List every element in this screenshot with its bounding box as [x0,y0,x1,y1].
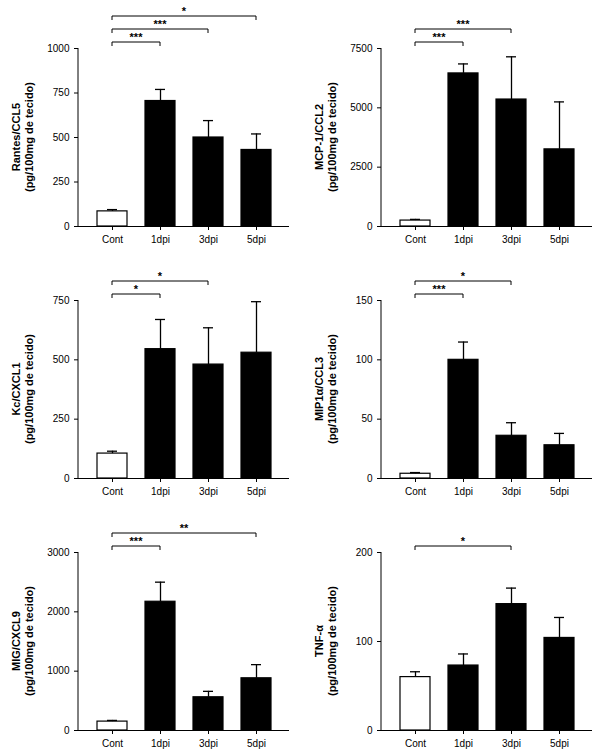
svg-text:MIP1α/CCL3(pg/100mg de tecido): MIP1α/CCL3(pg/100mg de tecido) [313,334,338,444]
svg-text:5dpi: 5dpi [247,486,266,497]
svg-text:0: 0 [64,725,70,736]
svg-text:500: 500 [53,354,70,365]
svg-text:*: * [182,5,187,17]
svg-text:0: 0 [64,473,70,484]
svg-text:5dpi: 5dpi [550,486,569,497]
svg-text:***: *** [130,31,144,43]
svg-text:0: 0 [367,221,373,232]
svg-text:150: 150 [356,295,373,306]
svg-text:1000: 1000 [47,43,70,54]
svg-text:5dpi: 5dpi [247,738,266,749]
svg-text:3dpi: 3dpi [502,486,521,497]
svg-text:*: * [461,535,466,547]
svg-text:500: 500 [53,132,70,143]
svg-text:3dpi: 3dpi [502,738,521,749]
svg-text:0: 0 [64,221,70,232]
svg-text:***: *** [154,18,168,30]
svg-text:3dpi: 3dpi [199,234,218,245]
svg-text:0: 0 [367,473,373,484]
svg-text:5dpi: 5dpi [550,738,569,749]
svg-text:MCP-1/CCL2(pg/100mg de tecido): MCP-1/CCL2(pg/100mg de tecido) [313,82,338,192]
svg-text:Rantes/CCL5(pg/100mg de tecido: Rantes/CCL5(pg/100mg de tecido) [10,82,35,192]
svg-text:3dpi: 3dpi [502,234,521,245]
svg-text:5dpi: 5dpi [550,234,569,245]
svg-text:***: *** [433,283,447,295]
svg-text:100: 100 [356,354,373,365]
svg-text:2000: 2000 [47,606,70,617]
svg-text:3000: 3000 [47,547,70,558]
svg-text:Cont: Cont [405,234,426,245]
svg-text:2500: 2500 [350,161,373,172]
svg-text:Cont: Cont [102,738,123,749]
svg-text:Cont: Cont [405,738,426,749]
svg-text:***: *** [433,31,447,43]
svg-text:Kc/CXCL1(pg/100mg de tecido): Kc/CXCL1(pg/100mg de tecido) [10,334,35,444]
svg-text:7500: 7500 [350,43,373,54]
svg-text:*: * [158,270,163,282]
svg-text:750: 750 [53,295,70,306]
svg-text:Cont: Cont [405,486,426,497]
svg-text:3dpi: 3dpi [199,738,218,749]
svg-text:*: * [134,283,139,295]
svg-text:1dpi: 1dpi [151,234,170,245]
svg-text:MIG/CXCL9(pg/100mg de tecido): MIG/CXCL9(pg/100mg de tecido) [10,586,35,696]
svg-text:5dpi: 5dpi [247,234,266,245]
svg-text:**: ** [180,522,189,534]
svg-text:750: 750 [53,87,70,98]
svg-text:*: * [461,270,466,282]
svg-text:250: 250 [53,413,70,424]
svg-text:***: *** [130,535,144,547]
svg-text:1dpi: 1dpi [151,738,170,749]
svg-text:3dpi: 3dpi [199,486,218,497]
svg-text:1dpi: 1dpi [454,738,473,749]
svg-text:250: 250 [53,176,70,187]
svg-text:Cont: Cont [102,486,123,497]
svg-text:TNF-α(pg/100mg de tecido): TNF-α(pg/100mg de tecido) [313,586,338,696]
svg-text:5000: 5000 [350,102,373,113]
svg-text:1dpi: 1dpi [454,486,473,497]
svg-text:100: 100 [356,636,373,647]
svg-text:1dpi: 1dpi [151,486,170,497]
svg-text:Cont: Cont [102,234,123,245]
svg-text:50: 50 [361,413,373,424]
svg-text:200: 200 [356,547,373,558]
svg-text:***: *** [457,18,471,30]
svg-text:1000: 1000 [47,665,70,676]
svg-text:0: 0 [367,725,373,736]
svg-text:1dpi: 1dpi [454,234,473,245]
